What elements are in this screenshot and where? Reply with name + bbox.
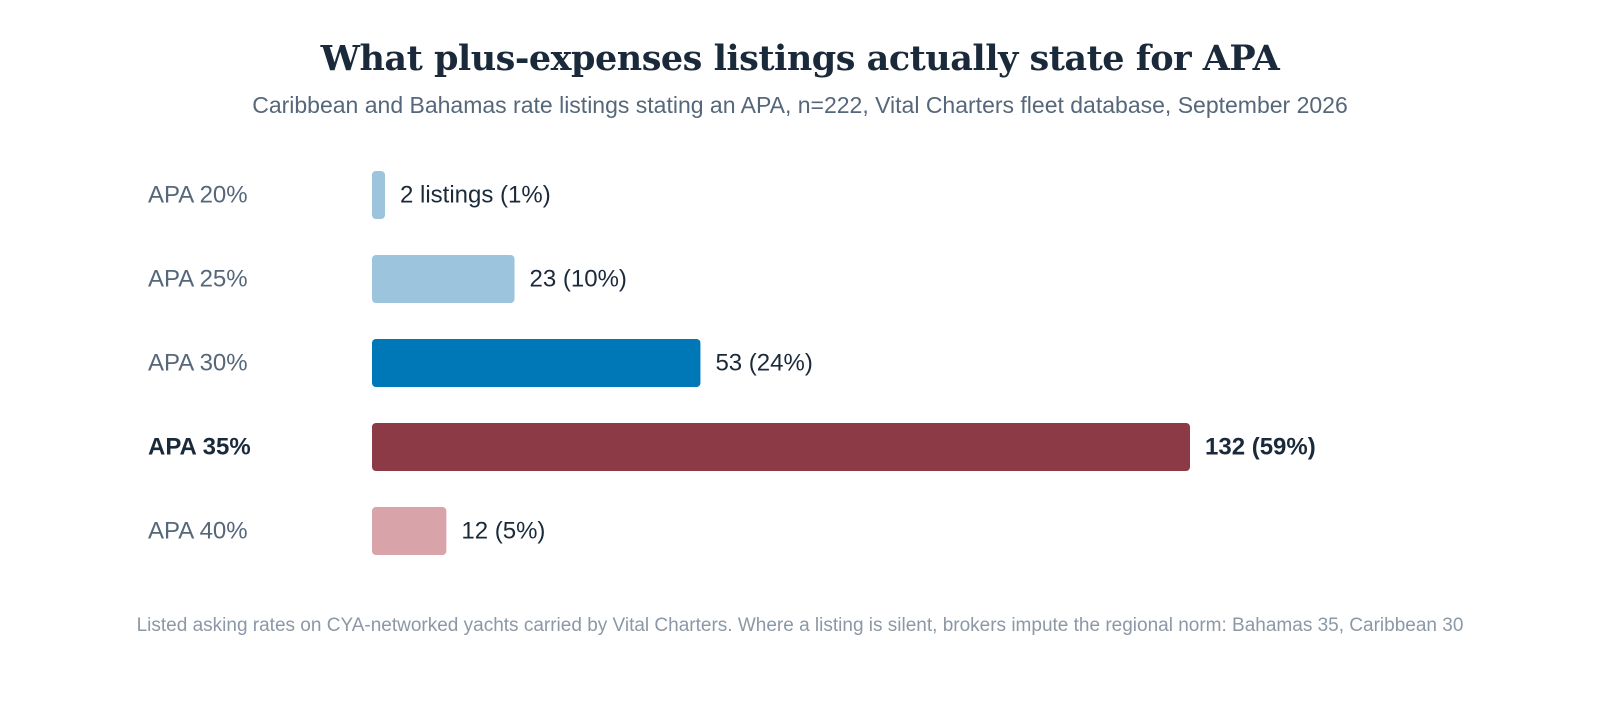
value-label-apa-25: 23 (10%)	[530, 266, 627, 293]
bar-chart: APA 20% 2 listings (1%) APA 25% 23 (10%) APA…	[148, 171, 1316, 555]
bar-apa-25	[372, 255, 515, 303]
bar-apa-20	[372, 171, 385, 219]
category-label-apa-20: APA 20%	[148, 182, 248, 209]
value-label-apa-40: 12 (5%)	[461, 518, 545, 545]
category-label-apa-35: APA 35%	[148, 434, 251, 461]
category-label-apa-25: APA 25%	[148, 266, 248, 293]
chart-title: What plus-expenses listings actually sta…	[320, 38, 1280, 79]
bar-apa-40	[372, 507, 447, 555]
source-note: Listed asking rates on CYA-networked yac…	[136, 615, 1464, 636]
value-label-apa-30: 53 (24%)	[715, 350, 812, 377]
value-label-apa-35: 132 (59%)	[1205, 434, 1316, 461]
bar-apa-35	[372, 423, 1190, 471]
chart-subtitle: Caribbean and Bahamas rate listings stat…	[252, 92, 1348, 118]
bar-apa-30	[372, 339, 701, 387]
category-label-apa-30: APA 30%	[148, 350, 248, 377]
value-label-apa-20: 2 listings (1%)	[400, 182, 551, 209]
category-label-apa-40: APA 40%	[148, 518, 248, 545]
